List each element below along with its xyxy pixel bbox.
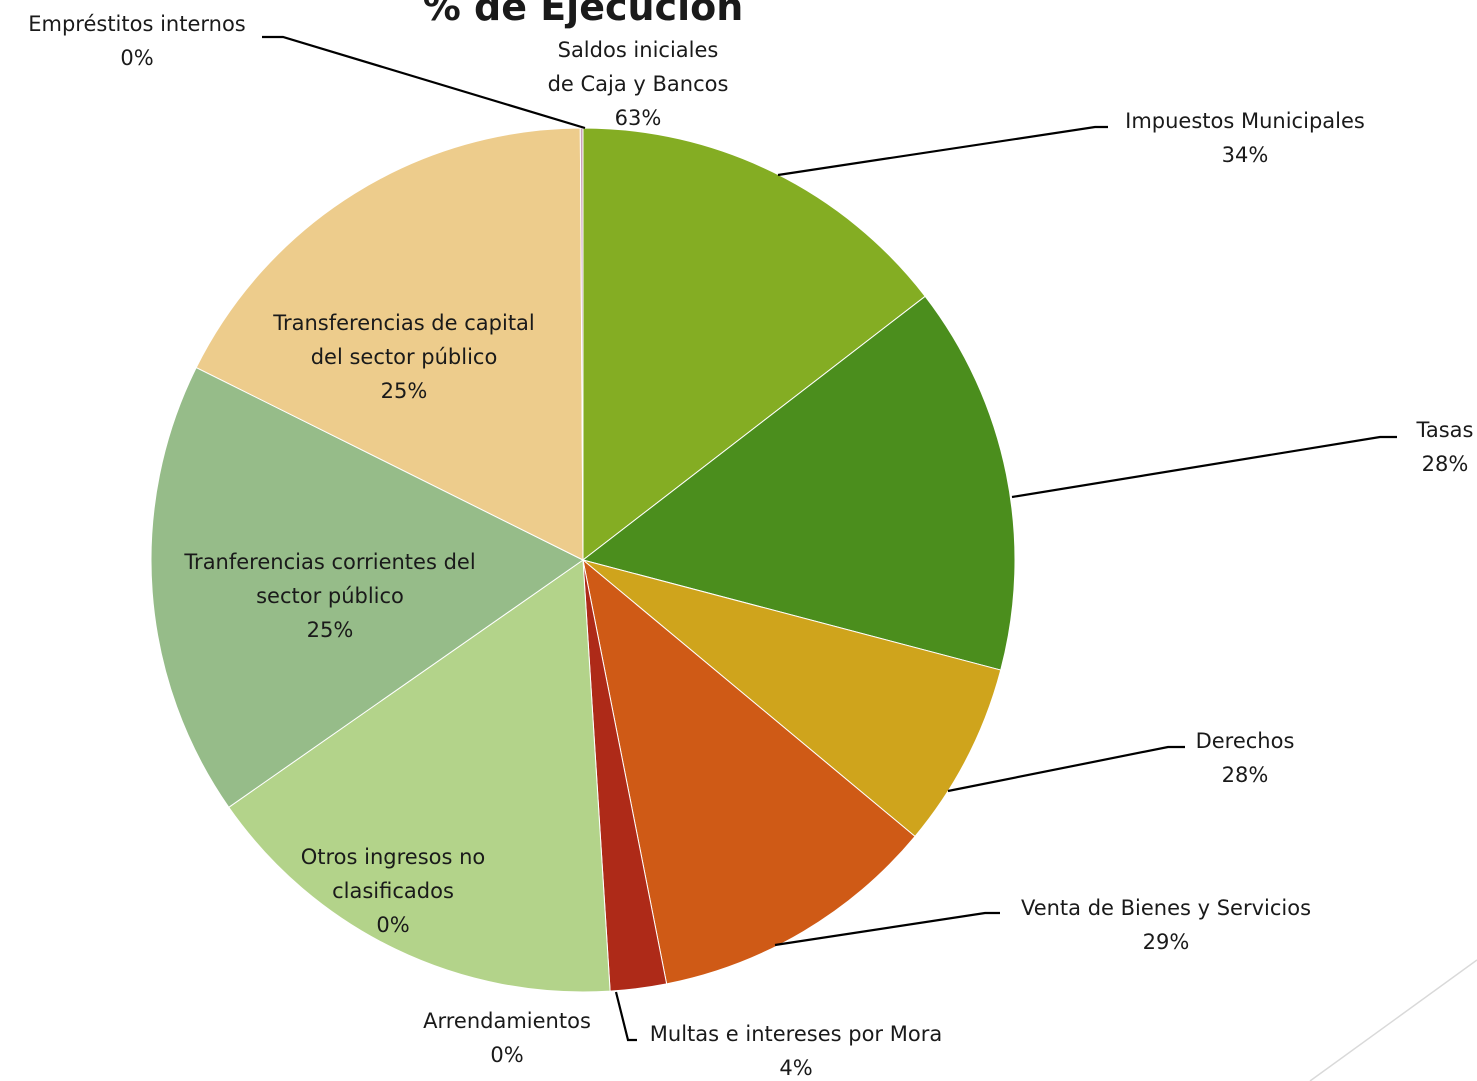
leader-line-venta-de-bienes-y-servicios — [774, 911, 1000, 947]
chart-title: % de Ejecución — [423, 0, 744, 29]
leader-line-tasas — [1011, 435, 1397, 499]
data-label-impuestos-municipales: Impuestos Municipales 34% — [1125, 109, 1365, 167]
pie-slices — [150, 127, 1016, 993]
data-label-emprestitos-internos: Empréstitos internos 0% — [28, 12, 246, 70]
data-label-saldos-iniciales-de-caja-y-bancos: Saldos iniciales de Caja y Bancos 63% — [548, 38, 729, 130]
decorative-corner-line — [1309, 959, 1477, 1081]
data-label-transferencias-de-capital-del-sector-publico: Transferencias de capital del sector públ… — [272, 311, 535, 403]
slice-saldos-iniciales-de-caja-y-bancos — [582, 127, 926, 562]
slice-transferencias-de-capital-del-sector-publico — [195, 127, 584, 561]
leader-line-multas-e-intereses-por-mora — [614, 991, 637, 1042]
leader-line-derechos — [947, 745, 1185, 793]
slice-derechos — [582, 559, 1002, 838]
leader-lines — [262, 35, 1397, 1042]
leader-line-impuestos-municipales — [777, 125, 1108, 177]
data-label-venta-de-bienes-y-servicios: Venta de Bienes y Servicios 29% — [1021, 896, 1311, 954]
leader-line-emprestitos-internos — [262, 35, 586, 130]
data-label-otros-ingresos-no-clasificados: Otros ingresos no clasificados 0% — [301, 845, 486, 937]
slice-venta-de-bienes-y-servicios — [582, 558, 916, 985]
data-label-derechos: Derechos 28% — [1196, 729, 1295, 787]
data-label-multas-e-intereses-por-mora: Multas e intereses por Mora 4% — [650, 1022, 942, 1080]
slice-impuestos-municipales — [581, 295, 1016, 671]
slice-tranferencias-corrientes-del-sector-publico — [150, 366, 584, 808]
slice-otros-ingresos-no-clasificados — [228, 559, 611, 993]
data-label-tranferencias-corrientes-del-sector-publico: Tranferencias corrientes del sector públi… — [183, 550, 475, 642]
slice-labels: Saldos iniciales de Caja y Bancos 63% Impue… — [28, 12, 1473, 1080]
data-label-arrendamientos: Arrendamientos 0% — [423, 1009, 591, 1067]
data-label-tasas: Tasas 28% — [1416, 418, 1474, 476]
